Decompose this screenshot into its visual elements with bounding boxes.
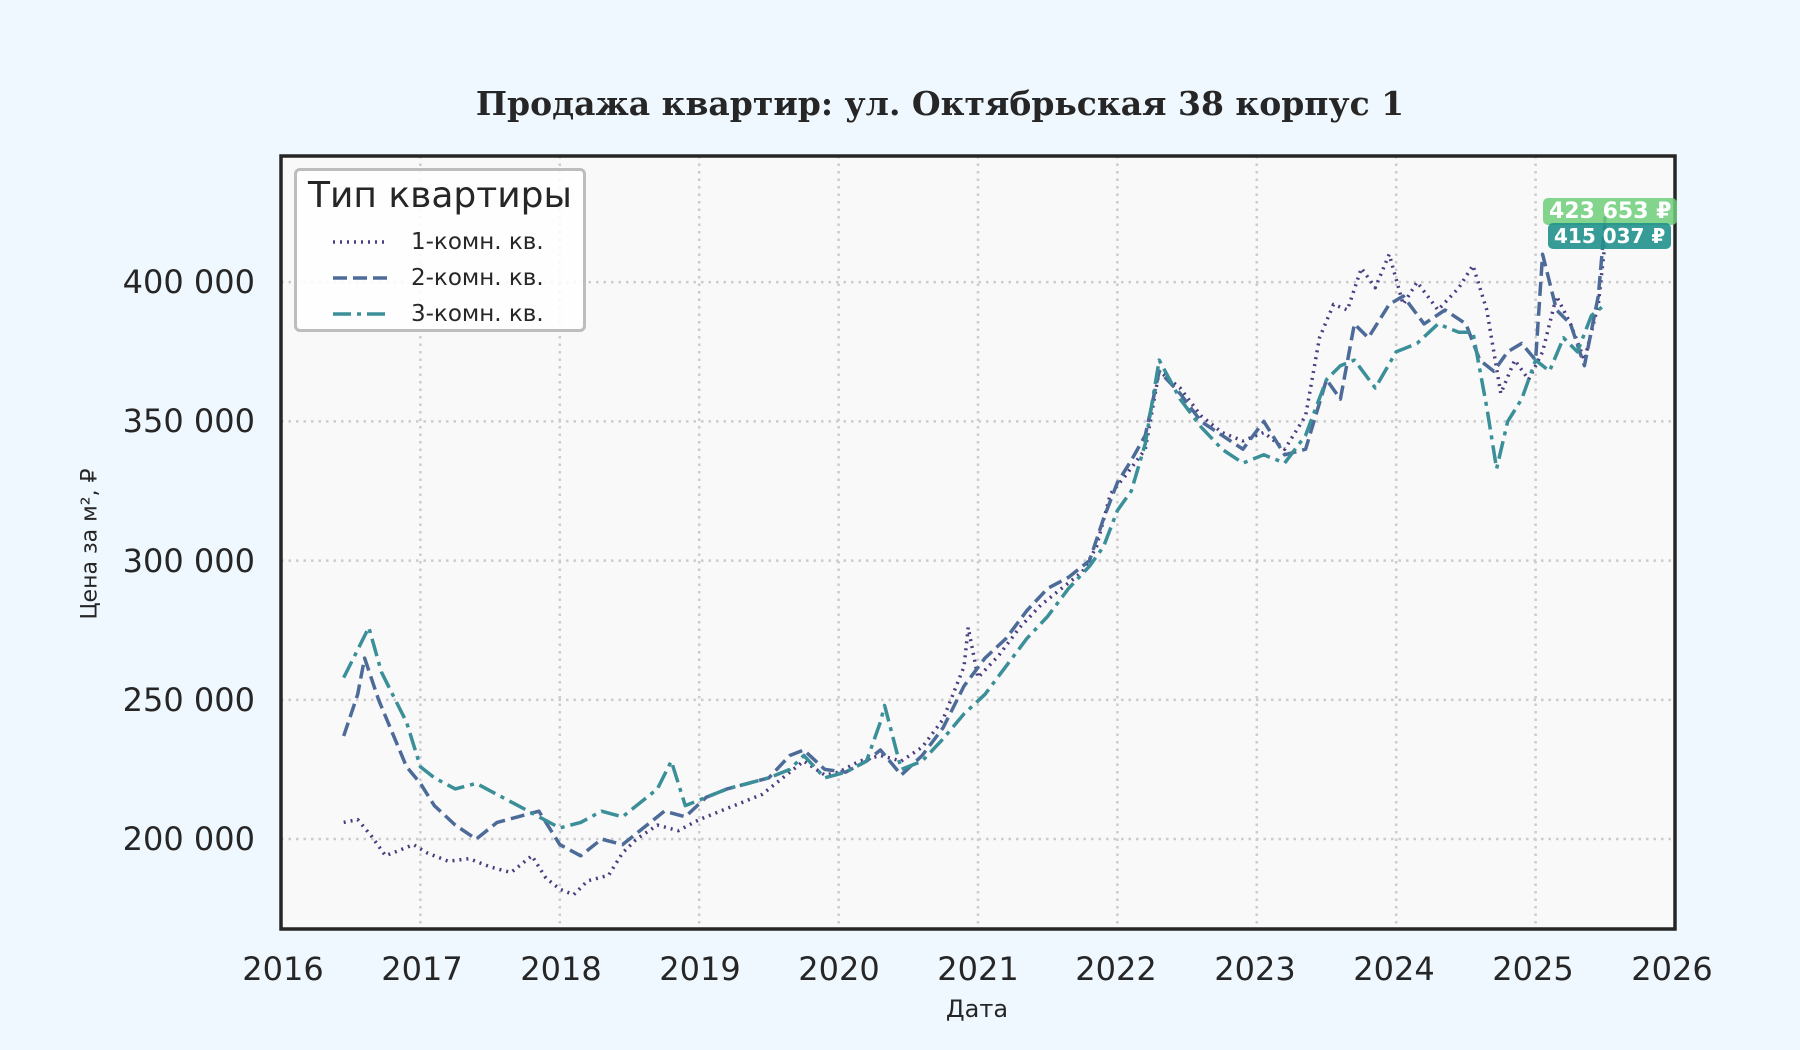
legend-item-3-room: 3-комн. кв. — [333, 299, 544, 329]
legend-label: 2-комн. кв. — [411, 265, 544, 291]
legend: Тип квартиры 1-комн. кв. 2-комн. кв. 3-к… — [294, 168, 586, 332]
dotted-line-icon — [333, 240, 387, 244]
legend-item-2-room: 2-комн. кв. — [333, 263, 544, 293]
x-tick: 2022 — [1075, 950, 1157, 988]
legend-label: 1-комн. кв. — [411, 229, 544, 255]
x-tick: 2016 — [242, 950, 324, 988]
x-tick: 2026 — [1631, 950, 1713, 988]
chart-title: Продажа квартир: ул. Октябрьская 38 корп… — [475, 84, 1405, 123]
x-tick: 2020 — [798, 950, 880, 988]
x-tick: 2024 — [1353, 950, 1435, 988]
legend-item-1-room: 1-комн. кв. — [333, 227, 544, 257]
y-tick: 200 000 — [122, 820, 255, 858]
x-axis-label: Дата — [945, 995, 1009, 1023]
plot-frame — [279, 154, 1677, 931]
dashed-line-icon — [333, 276, 387, 280]
last-value-badge-1-room: 415 037 ₽ — [1548, 223, 1672, 249]
x-tick: 2017 — [381, 950, 463, 988]
y-tick: 300 000 — [122, 542, 255, 580]
series-lines — [342, 216, 1608, 897]
series-line-2-room — [342, 216, 1608, 858]
dashdot-line-icon — [333, 312, 387, 316]
x-tick: 2021 — [937, 950, 1019, 988]
last-value-badge-2-room: 423 653 ₽ — [1543, 198, 1678, 225]
legend-label: 3-комн. кв. — [411, 301, 544, 327]
series-line-3-room — [342, 303, 1607, 830]
y-tick: 400 000 — [122, 263, 255, 301]
x-tick: 2023 — [1214, 950, 1296, 988]
x-tick: 2019 — [659, 950, 741, 988]
legend-title: Тип квартиры — [308, 175, 572, 216]
x-tick: 2025 — [1492, 950, 1574, 988]
series-line-1-room — [343, 240, 1608, 897]
y-tick: 350 000 — [122, 402, 255, 440]
y-axis-label: Цена за м², ₽ — [77, 468, 103, 620]
x-tick: 2018 — [520, 950, 602, 988]
y-tick: 250 000 — [122, 681, 255, 719]
